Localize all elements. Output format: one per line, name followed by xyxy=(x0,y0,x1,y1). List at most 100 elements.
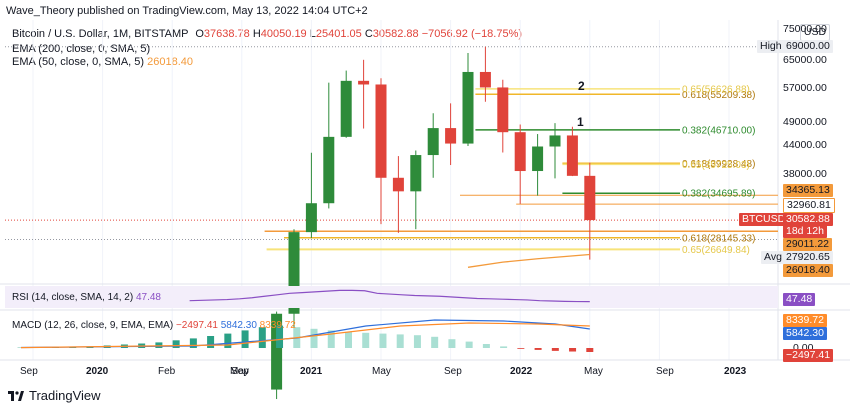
avg-tag-label: Avg xyxy=(761,251,785,264)
macd-signal-tag: 8339.72 xyxy=(783,314,827,327)
fib-level-label: 0.618(39928.48) xyxy=(682,159,755,170)
macd-histogram-bar xyxy=(189,338,197,348)
macd-histogram-bar xyxy=(327,330,335,348)
rsi-line xyxy=(189,289,590,303)
macd-histogram-bar xyxy=(465,341,473,348)
macd-legend[interactable]: MACD (12, 26, close, 9, EMA, EMA) −2497.… xyxy=(12,320,296,331)
candle-body xyxy=(497,87,509,133)
candle-body xyxy=(514,132,526,172)
macd-histogram-bar xyxy=(258,327,266,348)
ohlc-high: H40050.19 xyxy=(252,28,307,40)
candle-body xyxy=(532,146,544,172)
symbol-tag: BTCUSD xyxy=(739,213,789,226)
price-tick: 65000.00 xyxy=(783,54,827,66)
ema200-legend[interactable]: EMA (200, close, 0, SMA, 5) xyxy=(12,43,151,55)
wave-label: 1 xyxy=(577,115,584,129)
level-tag: 32960.81 xyxy=(783,198,835,213)
macd-histogram-bar xyxy=(241,330,249,348)
time-label: 2023 xyxy=(724,366,747,377)
macd-histogram-bar xyxy=(276,325,284,348)
candle-body xyxy=(462,71,474,144)
high-tag-label: High xyxy=(757,40,785,53)
fib-level-label: 0.382(46710.00) xyxy=(682,125,755,136)
candle-body xyxy=(323,136,335,204)
macd-histogram-bar xyxy=(448,339,456,348)
candle-body xyxy=(305,203,317,233)
publish-info: Wave_Theory published on TradingView.com… xyxy=(6,5,368,17)
rsi-band xyxy=(5,286,778,308)
high-tag-value: 69000.00 xyxy=(783,40,833,53)
candle-body xyxy=(340,80,352,137)
ohlc-close: C30582.88 xyxy=(364,28,419,40)
candle-body xyxy=(271,313,283,390)
candle-body xyxy=(479,71,491,88)
level-tag: 34365.13 xyxy=(783,184,833,197)
macd-histogram-bar xyxy=(344,332,352,348)
macd-histogram-bar xyxy=(155,342,163,348)
time-label: Sep xyxy=(231,366,249,377)
candle-body xyxy=(584,175,596,221)
ohlc-low: L25401.05 xyxy=(309,28,362,40)
macd-signal-line xyxy=(20,322,590,349)
candle-body xyxy=(549,135,561,147)
macd-histogram-bar xyxy=(396,334,404,348)
candle-body xyxy=(358,80,370,85)
time-label: Sep xyxy=(20,366,38,377)
candle-body xyxy=(410,155,422,192)
ema50-line xyxy=(467,253,590,268)
time-label: May xyxy=(230,366,249,377)
time-label: 2022 xyxy=(510,366,533,377)
macd-line-tag: 5842.30 xyxy=(783,327,827,340)
avg-tag-value: 27920.65 xyxy=(783,251,833,264)
price-tick: 75000.00 xyxy=(783,23,827,35)
ema50-legend[interactable]: EMA (50, close, 0, SMA, 5) 26018.40 xyxy=(12,56,194,68)
time-label: May xyxy=(584,366,603,377)
fib-level-label: 0.65(39725.03) xyxy=(682,160,750,171)
macd-histogram-bar xyxy=(551,348,559,351)
macd-histogram-bar xyxy=(586,348,594,352)
candle-body xyxy=(375,84,387,178)
wave-label: 2 xyxy=(578,79,585,93)
time-label: May xyxy=(372,366,391,377)
macd-histogram-bar xyxy=(379,333,387,348)
macd-histogram-bar xyxy=(431,336,439,348)
level-tag: 29011.22 xyxy=(783,238,833,251)
countdown-tag: 18d 12h xyxy=(783,225,827,238)
price-tick: 44000.00 xyxy=(783,139,827,151)
time-label: Sep xyxy=(656,366,674,377)
macd-histogram-bar xyxy=(482,344,490,348)
macd-histogram-bar xyxy=(207,336,215,348)
macd-histogram-bar xyxy=(500,346,508,348)
time-label: 2020 xyxy=(86,366,109,377)
time-label: Sep xyxy=(444,366,462,377)
tradingview-logo[interactable]: TradingView xyxy=(8,388,101,403)
macd-histogram-bar xyxy=(172,340,180,348)
fib-level-label: 0.618(28145.33) xyxy=(682,233,755,244)
price-tick: 38000.00 xyxy=(783,168,827,180)
close-price-tag: 30582.88 xyxy=(783,213,833,226)
macd-histogram-bar xyxy=(534,348,542,350)
ohlc-open: O37638.78 xyxy=(195,28,250,40)
candle-body xyxy=(445,128,457,144)
macd-histogram-bar xyxy=(224,333,232,348)
ema50-tag: 26018.40 xyxy=(783,264,833,277)
fib-level-label: 0.382(34695.89) xyxy=(682,189,755,200)
time-label: Feb xyxy=(158,366,176,377)
macd-histogram-bar xyxy=(569,348,577,352)
symbol-name: Bitcoin / U.S. Dollar, 1M, BITSTAMP xyxy=(12,28,189,40)
macd-histogram-bar xyxy=(517,348,525,349)
rsi-value-tag: 47.48 xyxy=(783,293,816,306)
fib-level-label: 0.65(56626.88) xyxy=(682,84,750,95)
macd-histogram-bar xyxy=(310,328,318,348)
fib-level-label: 0.618(55209.38) xyxy=(682,90,755,101)
macd-histogram-bar xyxy=(362,332,370,348)
symbol-info: Bitcoin / U.S. Dollar, 1M, BITSTAMP O376… xyxy=(12,28,522,40)
price-tick: 57000.00 xyxy=(783,82,827,94)
ohlc-change: −7056.92 (−18.75%) xyxy=(421,28,523,40)
candle-body xyxy=(288,232,300,314)
candle-body xyxy=(566,135,578,176)
fib-level-label: 0.65(26649.84) xyxy=(682,245,750,256)
rsi-legend[interactable]: RSI (14, close, SMA, 14, 2) 47.48 xyxy=(12,292,161,303)
tradingview-icon xyxy=(8,390,24,401)
